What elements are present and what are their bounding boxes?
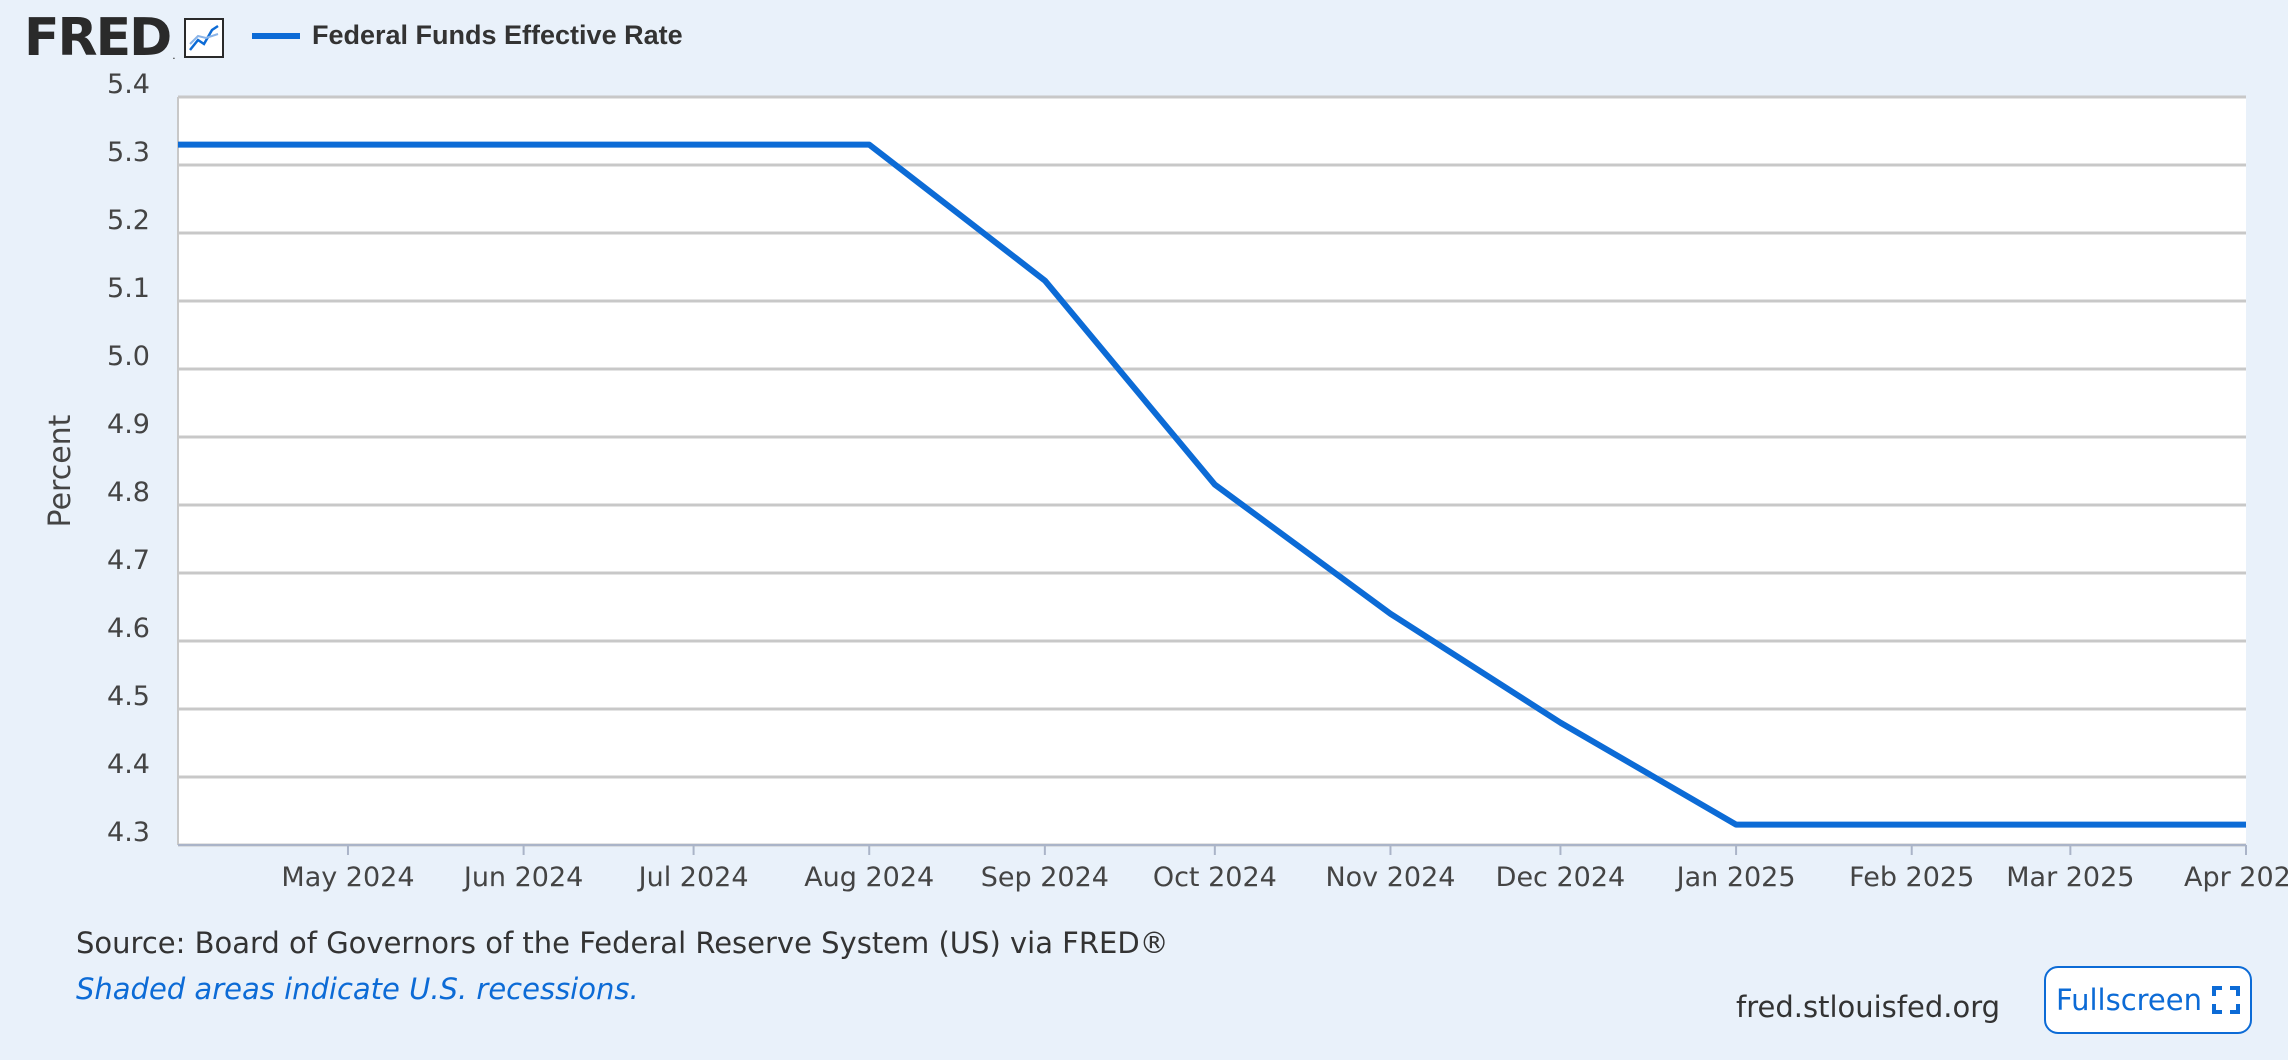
- line-chart-icon[interactable]: [183, 18, 224, 58]
- series-line: [178, 141, 2246, 828]
- fred-logo-dot: .: [172, 48, 176, 62]
- y-tick-label: 5.3: [107, 137, 150, 168]
- fullscreen-label: Fullscreen: [2056, 983, 2202, 1017]
- x-tick-label: Mar 2025: [2006, 862, 2134, 893]
- expand-icon: [2212, 986, 2240, 1014]
- x-tick-label: Dec 2024: [1496, 862, 1626, 893]
- plot-background: [178, 97, 2246, 845]
- x-tick-label: Aug 2024: [804, 862, 934, 893]
- legend-swatch: [252, 32, 300, 39]
- y-tick-label: 4.3: [107, 817, 150, 848]
- x-tick-label: Jul 2024: [637, 862, 749, 893]
- x-tick-label: Sep 2024: [981, 862, 1109, 893]
- chart-area: 4.3 4.4 4.5 4.6 4.7 4.8 4.9 5.0 5.1 5.2 5.3 5.4 May …: [43, 69, 2288, 893]
- y-tick-label: 4.4: [107, 749, 150, 780]
- x-tick-label: Nov 2024: [1325, 862, 1455, 893]
- y-tick-label: 4.8: [107, 477, 150, 508]
- fred-logo-text: FRED: [24, 8, 172, 68]
- recession-note[interactable]: Shaded areas indicate U.S. recessions.: [76, 972, 639, 1006]
- y-tick-label: 5.4: [107, 69, 150, 100]
- x-tick-label: May 2024: [281, 862, 414, 893]
- y-tick-label: 5.0: [107, 341, 150, 372]
- x-tick-label: Feb 2025: [1849, 862, 1974, 893]
- y-tick-label: 4.6: [107, 613, 150, 644]
- x-tick-label: Jun 2024: [462, 862, 583, 893]
- y-tick-label: 5.1: [107, 273, 150, 304]
- x-tick-label: Jan 2025: [1675, 862, 1796, 893]
- x-tick-label: Apr 2025: [2184, 862, 2288, 893]
- y-tick-label: 5.2: [107, 205, 150, 236]
- source-note: Source: Board of Governors of the Federa…: [76, 926, 1169, 960]
- x-tick-label: Oct 2024: [1153, 862, 1277, 893]
- y-tick-label: 4.7: [107, 545, 150, 576]
- fred-logo[interactable]: FRED .: [24, 10, 224, 66]
- fullscreen-button[interactable]: Fullscreen: [2044, 966, 2252, 1034]
- legend-label: Federal Funds Effective Rate: [312, 20, 683, 50]
- y-tick-label: 4.5: [107, 681, 150, 712]
- y-axis-title: Percent: [43, 414, 78, 527]
- site-link[interactable]: fred.stlouisfed.org: [1736, 990, 2001, 1024]
- y-tick-label: 4.9: [107, 409, 150, 440]
- chart-legend[interactable]: Federal Funds Effective Rate: [252, 20, 683, 51]
